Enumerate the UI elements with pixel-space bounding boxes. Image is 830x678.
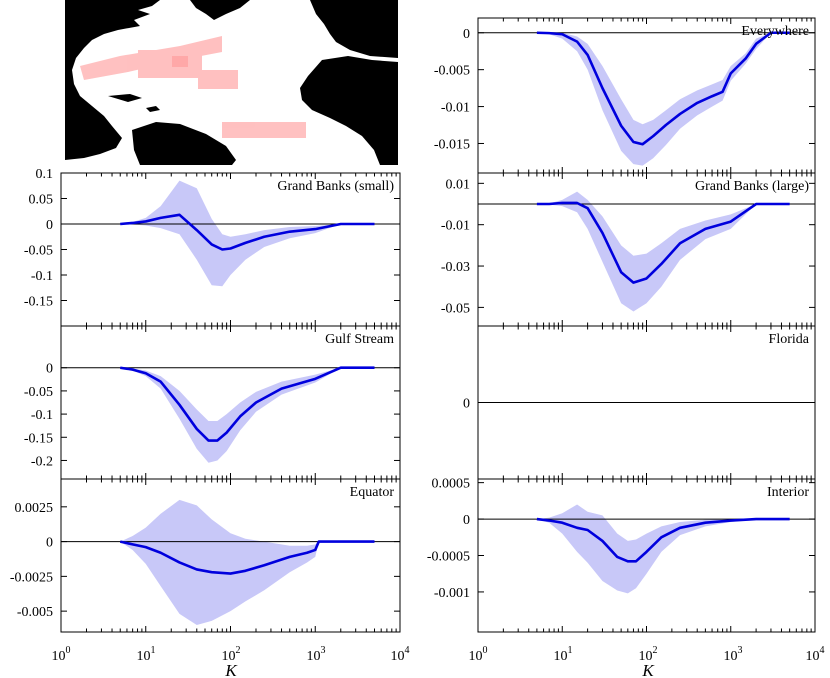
mean-line — [119, 540, 375, 575]
mean-line — [536, 517, 790, 563]
panel-title: Equator — [350, 485, 395, 500]
x-tick-label: 101 — [137, 645, 156, 664]
panel-title: Gulf Stream — [325, 332, 394, 347]
x-tick-labels-right: 100 101 102 103 104 — [469, 645, 825, 664]
chart-panel: 0 -0.005 -0.01 -0.015 Everywhere — [434, 17, 816, 174]
map-land-north-america — [65, 0, 160, 160]
mean-line — [536, 31, 790, 146]
y-tick-label: 0 — [463, 397, 470, 412]
y-tick-label: -0.05 — [441, 301, 470, 316]
y-tick-label: -0.15 — [24, 295, 53, 310]
y-tick-label: -0.05 — [24, 385, 53, 400]
x-tick-label: 102 — [639, 645, 658, 664]
x-axis-label-right: K — [641, 661, 655, 678]
map-land-greenland — [190, 0, 250, 20]
mean-line — [120, 366, 375, 442]
y-tick-label: -0.2 — [31, 454, 53, 469]
chart-panel: 0.0005 0 -0.0005 -0.001 Interior — [427, 477, 816, 633]
panel-title: Grand Banks (small) — [277, 179, 394, 194]
y-tick-label: 0 — [46, 218, 53, 233]
x-axis-label-left: K — [224, 661, 238, 678]
y-tick-label: -0.0005 — [427, 550, 470, 565]
y-tick-label: -0.01 — [441, 101, 470, 116]
y-tick-label: 0.0025 — [15, 501, 54, 516]
panel-title: Interior — [767, 485, 809, 500]
map-region-equator — [222, 122, 306, 138]
panels: 0 -0.005 -0.01 -0.015 Everywhere 0.1 0.05 0 -0.0… — [10, 17, 816, 633]
y-tick-label: -0.0025 — [10, 570, 53, 585]
mean-line — [120, 213, 375, 251]
mean-line — [536, 201, 790, 284]
x-tick-label: 103 — [307, 645, 326, 664]
confidence-band — [536, 32, 790, 166]
y-tick-label: -0.1 — [31, 408, 53, 423]
y-tick-label: -0.05 — [24, 244, 53, 259]
x-tick-label: 101 — [554, 645, 573, 664]
y-tick-label: 0 — [46, 536, 53, 551]
y-tick-label: -0.01 — [441, 219, 470, 234]
map-region-grand-banks-large — [138, 50, 202, 78]
y-tick-label: -0.1 — [31, 269, 53, 284]
x-tick-label: 103 — [724, 645, 743, 664]
y-tick-label: 0 — [463, 27, 470, 42]
y-tick-label: 0 — [463, 513, 470, 528]
panel-title: Florida — [769, 332, 810, 347]
axis-frame — [60, 325, 401, 480]
y-tick-label: 0.1 — [36, 167, 54, 182]
y-tick-label: -0.15 — [24, 431, 53, 446]
y-tick-label: 0.0005 — [432, 477, 471, 492]
panel-title: Grand Banks (large) — [695, 179, 809, 194]
y-tick-label: -0.03 — [441, 260, 470, 275]
x-tick-label: 104 — [391, 645, 410, 664]
confidence-band — [536, 191, 790, 312]
x-tick-label: 104 — [806, 645, 825, 664]
confidence-band — [120, 180, 375, 287]
x-tick-label: 100 — [469, 645, 488, 664]
x-tick-label: 100 — [52, 645, 71, 664]
chart-panel: 0.1 0.05 0 -0.05 -0.1 -0.15 Grand Banks (small… — [24, 167, 401, 327]
chart-panel: 0.01 -0.01 -0.03 -0.05 Grand Banks (large) — [441, 172, 816, 327]
map-region-grand-banks-small — [172, 56, 188, 67]
chart-panel: 0.0025 0 -0.0025 -0.005 Equator — [10, 478, 401, 633]
confidence-band — [120, 499, 375, 626]
y-tick-label: -0.001 — [434, 586, 470, 601]
map-land-africa — [300, 56, 398, 165]
y-tick-label: 0.01 — [446, 177, 471, 192]
y-tick-label: 0.05 — [29, 193, 54, 208]
map-region-florida — [198, 70, 238, 89]
y-tick-label: -0.005 — [434, 64, 470, 79]
y-tick-label: -0.005 — [17, 605, 53, 620]
map-regions — [80, 36, 306, 138]
map-land-caribbean — [108, 94, 160, 112]
panel-title: Everywhere — [741, 24, 809, 39]
x-tick-label: 102 — [222, 645, 241, 664]
map-land-south-america — [132, 122, 236, 165]
y-tick-label: 0 — [46, 362, 53, 377]
map-inset — [65, 0, 398, 165]
y-tick-label: -0.015 — [434, 137, 470, 152]
map-land-europe — [310, 0, 398, 58]
chart-panel: 0 -0.05 -0.1 -0.15 -0.2 Gulf Stream — [24, 325, 401, 480]
x-tick-labels-left: 100 101 102 103 104 — [52, 645, 410, 664]
chart-panel: 0 Florida — [463, 325, 816, 480]
confidence-band — [536, 504, 790, 594]
confidence-band — [120, 367, 375, 463]
